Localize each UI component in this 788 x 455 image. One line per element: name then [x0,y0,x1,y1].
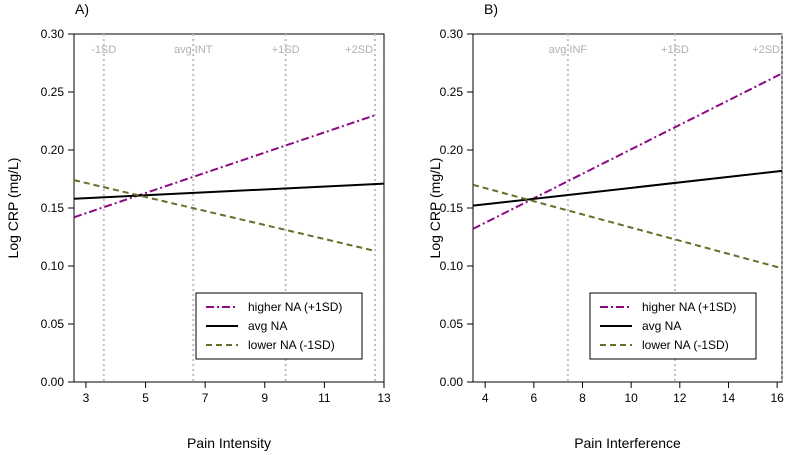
series-line-higher-na [73,114,376,219]
legend-entry-label: higher NA (+1SD) [642,300,736,314]
y-axis-title: Log CRP (mg/L) [427,158,443,259]
x-tick-label: 12 [673,391,687,405]
reference-line-label: +1SD [661,44,689,56]
reference-line-label: avg INT [174,44,213,56]
series-line-lower-na [73,179,376,252]
legend: higher NA (+1SD) avg NA lower NA (-1SD) [589,292,757,360]
panel-label: A) [75,1,89,17]
legend-entry-label: avg NA [248,319,287,333]
x-tick-label: 13 [377,391,391,405]
series-line-avg-na [472,169,783,207]
x-tick-label: 6 [530,391,537,405]
reference-line-label: +2SD [752,44,780,56]
y-tick-label: 0.30 [41,27,65,41]
y-tick-label: 0.20 [41,143,65,157]
reference-line-label: avg INF [549,44,588,56]
y-tick-label: 0.05 [41,317,65,331]
series-line-avg-na [73,182,385,200]
y-tick-label: 0.25 [41,85,65,99]
x-tick-label: 7 [202,391,209,405]
x-axis-title: Pain Interference [574,435,681,451]
reference-line-label: +2SD [345,44,373,56]
series-line-higher-na [472,72,783,230]
legend-entry-label: higher NA (+1SD) [248,300,342,314]
panel-label: B) [484,1,498,17]
y-axis-title: Log CRP (mg/L) [5,158,21,259]
y-tick-label: 0.10 [41,259,65,273]
legend-entry-label: lower NA (-1SD) [248,338,335,352]
y-tick-label: 0.00 [41,375,65,389]
reference-line-label: -1SD [91,44,116,56]
y-tick-label: 0.15 [41,201,65,215]
series-line-lower-na [472,183,783,270]
chart-panel-a: -1SD avg INT +1SD +2SD 0.00 0.05 0.10 0.15 0.20 0… [5,1,391,451]
legend-entry-label: lower NA (-1SD) [642,338,729,352]
x-tick-label: 11 [318,391,331,405]
x-tick-label: 16 [770,391,784,405]
x-axis-title: Pain Intensity [187,435,271,451]
x-tick-label: 5 [142,391,149,405]
y-tick-label: 0.10 [440,259,464,273]
x-tick-label: 9 [261,391,268,405]
legend: higher NA (+1SD) avg NA lower NA (-1SD) [195,292,363,360]
x-tick-label: 14 [722,391,736,405]
y-tick-label: 0.15 [440,201,464,215]
reference-line-label: +1SD [272,44,300,56]
y-tick-label: 0.30 [440,27,464,41]
y-tick-label: 0.05 [440,317,464,331]
x-tick-label: 10 [624,391,638,405]
y-tick-label: 0.20 [440,143,464,157]
chart-panel-b: avg INF +1SD +2SD 0.00 0.05 0.10 0.15 0.20 0.25 0… [427,1,784,451]
y-tick-label: 0.00 [440,375,464,389]
x-tick-label: 8 [579,391,586,405]
x-tick-label: 3 [83,391,90,405]
x-tick-label: 4 [482,391,489,405]
y-tick-label: 0.25 [440,85,464,99]
legend-entry-label: avg NA [642,319,681,333]
